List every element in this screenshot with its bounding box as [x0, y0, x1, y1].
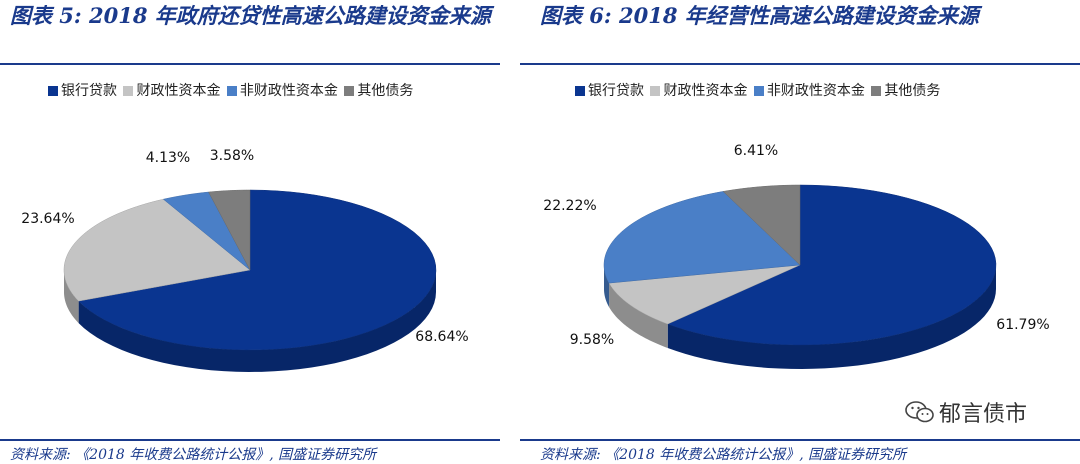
- data-label-2: 22.22%: [543, 198, 596, 214]
- pie-slice-3: [208, 189, 251, 271]
- chart-legend: 银行贷款 财政性资本金 非财政性资本金 其他债务: [575, 80, 942, 100]
- pie-slice-side-2: [604, 265, 610, 308]
- pie-chart: 68.64% 23.64% 4.13% 3.58%: [21, 148, 469, 372]
- legend-swatch: [123, 86, 134, 96]
- title-rule: [0, 63, 500, 65]
- legend-item-bank-loans: 银行贷款: [48, 80, 117, 100]
- source-rule: [0, 439, 500, 441]
- wechat-icon: [905, 400, 935, 430]
- pie-slice-side-0: [78, 270, 437, 372]
- pie-slice-0: [667, 184, 997, 346]
- watermark-text: 郁言债市: [939, 402, 1028, 427]
- source-note: 资料来源: 《2018 年收费公路统计公报》, 国盛证券研究所: [10, 447, 377, 463]
- legend-swatch: [871, 86, 882, 96]
- legend-swatch: [753, 86, 764, 96]
- legend-item-bank-loans: 银行贷款: [575, 80, 644, 100]
- legend-swatch: [575, 86, 585, 96]
- pie-slice-1: [608, 264, 801, 325]
- legend-item-nonfiscal-capital: 非财政性资本金: [226, 80, 338, 100]
- pie-slice-3: [722, 184, 801, 266]
- data-label-2: 4.13%: [146, 150, 190, 166]
- legend-swatch: [650, 86, 661, 96]
- data-label-3: 6.41%: [734, 143, 778, 159]
- legend-swatch: [344, 86, 355, 96]
- pie-top-group: [63, 189, 437, 351]
- source-note: 资料来源: 《2018 年收费公路统计公报》, 国盛证券研究所: [540, 447, 907, 463]
- data-label-1: 23.64%: [21, 211, 74, 227]
- legend-swatch: [48, 86, 58, 96]
- legend-item-fiscal-capital: 财政性资本金: [123, 80, 220, 100]
- legend-item-other-debt: 其他债务: [344, 80, 413, 100]
- data-label-1: 9.58%: [570, 332, 614, 348]
- title-rule: [520, 63, 1080, 65]
- pie-chart: 61.79% 9.58% 22.22% 6.41%: [543, 143, 1050, 369]
- legend-item-other-debt: 其他债务: [871, 80, 940, 100]
- chart-legend: 银行贷款 财政性资本金 非财政性资本金 其他债务: [48, 80, 415, 100]
- legend-item-nonfiscal-capital: 非财政性资本金: [753, 80, 865, 100]
- pie-slice-side-1: [609, 283, 668, 349]
- pie-side-group: [64, 270, 437, 372]
- data-label-3: 3.58%: [210, 148, 254, 164]
- pie-slice-side-1: [64, 270, 79, 324]
- data-label-0: 68.64%: [415, 329, 468, 345]
- legend-swatch: [226, 86, 237, 96]
- data-label-0: 61.79%: [996, 317, 1049, 333]
- pie-slice-2: [162, 191, 251, 271]
- pie-top-group: [603, 184, 997, 346]
- source-rule: [520, 439, 1080, 441]
- pie-slice-0: [78, 189, 437, 351]
- watermark: 郁言债市: [905, 396, 1027, 430]
- pie-slice-side-0: [667, 265, 996, 369]
- pie-slice-2: [603, 191, 801, 284]
- pie-side-group: [604, 265, 996, 369]
- chart-title: 图表 6: 2018 年经营性高速公路建设资金来源: [540, 3, 979, 28]
- pie-slice-1: [63, 198, 251, 302]
- chart-panel-6: 图表 6: 2018 年经营性高速公路建设资金来源 银行贷款 财政性资本金 非财…: [520, 0, 1080, 463]
- chart-panel-5: 图表 5: 2018 年政府还贷性高速公路建设资金来源 银行贷款 财政性资本金 …: [0, 0, 510, 463]
- legend-item-fiscal-capital: 财政性资本金: [650, 80, 747, 100]
- chart-title: 图表 5: 2018 年政府还贷性高速公路建设资金来源: [10, 3, 491, 28]
